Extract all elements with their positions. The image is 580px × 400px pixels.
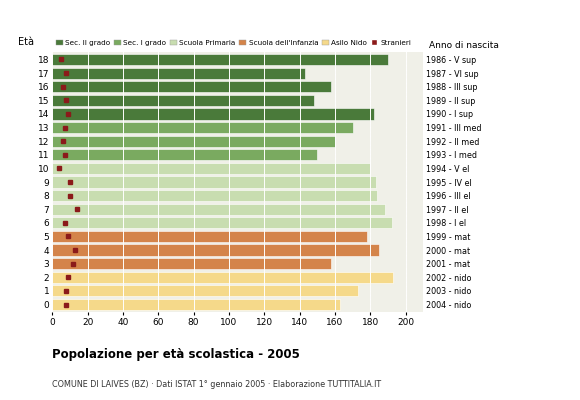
Bar (52, 299, 340, 310)
Text: COMUNE DI LAIVES (BZ) · Dati ISTAT 1° gennaio 2005 · Elaborazione TUTTITALIA.IT: COMUNE DI LAIVES (BZ) · Dati ISTAT 1° ge… (52, 380, 381, 389)
Bar (52, 231, 367, 242)
Bar (52, 108, 374, 120)
Bar (52, 54, 388, 65)
Bar (52, 163, 371, 174)
Bar (52, 190, 378, 201)
Bar (52, 285, 358, 296)
Y-axis label: Età: Età (18, 37, 34, 47)
Legend: Sec. II grado, Sec. I grado, Scuola Primaria, Scuola dell'Infanzia, Asilo Nido, : Sec. II grado, Sec. I grado, Scuola Prim… (56, 40, 411, 46)
Bar (52, 122, 353, 133)
Bar (52, 95, 314, 106)
Bar (52, 272, 393, 283)
Bar (52, 149, 317, 160)
Bar (52, 204, 385, 215)
Bar (52, 136, 335, 147)
Bar (52, 81, 332, 92)
Bar (52, 244, 379, 256)
Bar (52, 217, 392, 228)
Bar (52, 68, 305, 79)
Text: Popolazione per età scolastica - 2005: Popolazione per età scolastica - 2005 (52, 348, 300, 361)
Bar (52, 176, 376, 188)
Bar (52, 258, 332, 269)
Text: Anno di nascita: Anno di nascita (429, 41, 499, 50)
